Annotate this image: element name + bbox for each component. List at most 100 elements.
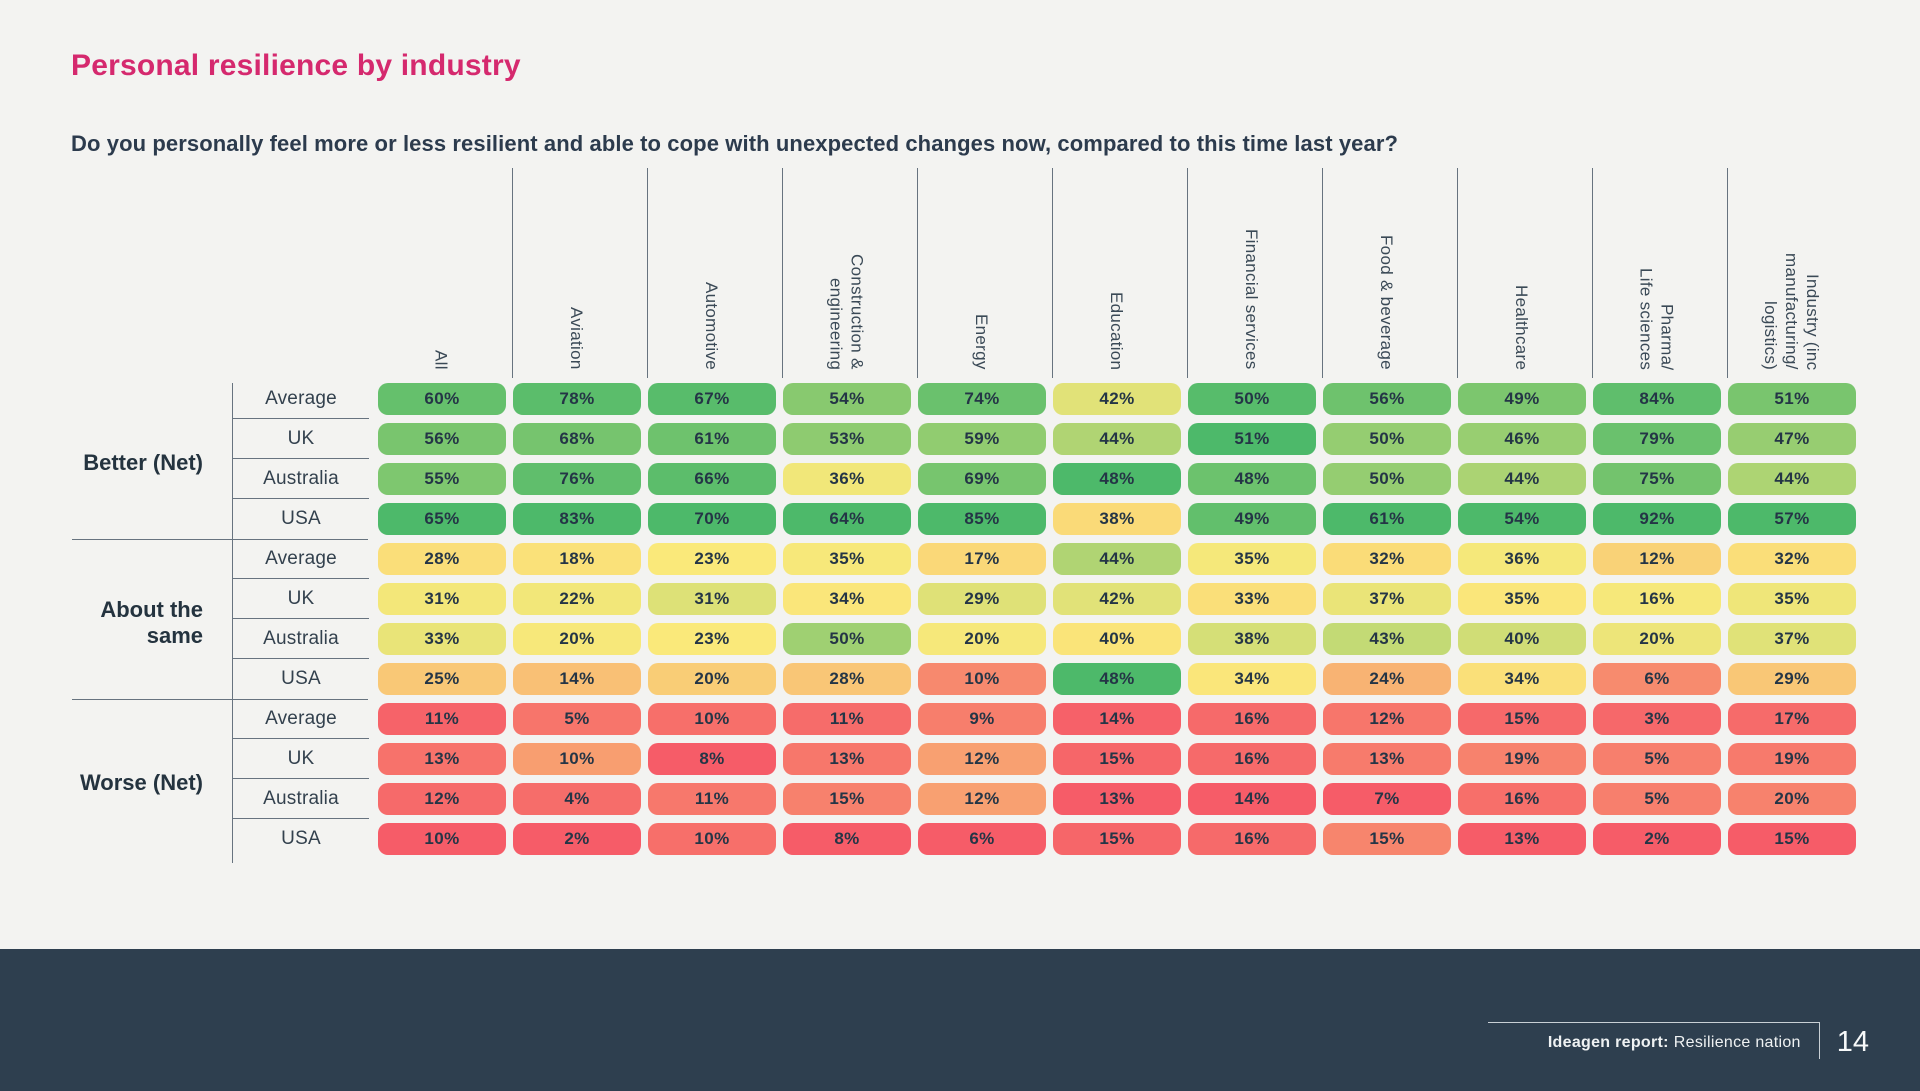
- heatmap-cell: 53%: [783, 423, 911, 455]
- heatmap-cell: 35%: [1188, 543, 1316, 575]
- report-label: Ideagen report:: [1547, 1034, 1669, 1051]
- heatmap-cell: 33%: [1188, 583, 1316, 615]
- heatmap-cell: 19%: [1458, 743, 1586, 775]
- column-header-healthcare: Healthcare: [1457, 168, 1585, 378]
- heatmap-cell: 31%: [378, 583, 506, 615]
- heatmap-cell: 60%: [378, 383, 506, 415]
- table-row-average: Average 60% 78% 67% 54% 74% 42% 50% 56% 49% 84% 51%: [233, 383, 1856, 423]
- heatmap-cell: 29%: [1728, 663, 1856, 695]
- row-label: UK: [233, 743, 369, 779]
- heatmap-cell: 13%: [1323, 743, 1451, 775]
- heatmap-cell: 16%: [1188, 823, 1316, 855]
- heatmap-cell: 5%: [513, 703, 641, 735]
- heatmap-cell: 28%: [783, 663, 911, 695]
- heatmap-cell: 92%: [1593, 503, 1721, 535]
- heatmap-cell: 17%: [1728, 703, 1856, 735]
- heatmap-cell: 54%: [783, 383, 911, 415]
- heatmap-cell: 65%: [378, 503, 506, 535]
- heatmap-cell: 42%: [1053, 583, 1181, 615]
- report-name: Ideagen report: Resilience nation: [1487, 1022, 1819, 1059]
- heatmap-cell: 67%: [648, 383, 776, 415]
- heatmap-cell: 37%: [1323, 583, 1451, 615]
- page-title: Personal resilience by industry: [71, 49, 521, 82]
- heatmap-cell: 12%: [1323, 703, 1451, 735]
- row-group-better-net: Better (Net) Average 60% 78% 67% 54% 74% 42% 50%…: [72, 383, 1862, 543]
- row-label: Australia: [233, 783, 369, 819]
- table-row-uk: UK 13% 10% 8% 13% 12% 15% 16% 13% 19% 5% 19%: [233, 743, 1856, 783]
- footer-tag: Ideagen report: Resilience nation 14: [1487, 1022, 1871, 1059]
- heatmap-cell: 6%: [918, 823, 1046, 855]
- heatmap-cell: 10%: [648, 823, 776, 855]
- heatmap-cell: 20%: [1728, 783, 1856, 815]
- heatmap-cell: 46%: [1458, 423, 1586, 455]
- group-rows: Average 60% 78% 67% 54% 74% 42% 50% 56% 49% 84% 51%…: [232, 383, 1856, 543]
- table-row-average: Average 11% 5% 10% 11% 9% 14% 16% 12% 15% 3% 17%: [233, 703, 1856, 743]
- heatmap-cell: 85%: [918, 503, 1046, 535]
- column-header-label: Healthcare: [1512, 284, 1531, 370]
- heatmap-cell: 66%: [648, 463, 776, 495]
- row-label: UK: [233, 583, 369, 619]
- column-header-food-beverage: Food & beverage: [1322, 168, 1450, 378]
- heatmap-cell: 15%: [1323, 823, 1451, 855]
- table-row-usa: USA 25% 14% 20% 28% 10% 48% 34% 24% 34% 6% 29%: [233, 663, 1856, 703]
- row-label: USA: [281, 508, 321, 529]
- column-header-label: Education: [1107, 291, 1126, 370]
- heatmap-cell: 44%: [1458, 463, 1586, 495]
- row-label: USA: [281, 668, 321, 689]
- heatmap-cell: 4%: [513, 783, 641, 815]
- column-header-label: Pharma/ Life sciences: [1636, 267, 1677, 370]
- heatmap-cell: 68%: [513, 423, 641, 455]
- row-label: Average: [233, 383, 369, 419]
- column-header-label: Food & beverage: [1377, 235, 1396, 370]
- heatmap-cell: 12%: [1593, 543, 1721, 575]
- row-label: UK: [233, 423, 369, 459]
- heatmap-cell: 19%: [1728, 743, 1856, 775]
- heatmap-cell: 29%: [918, 583, 1046, 615]
- row-label: Average: [233, 703, 369, 739]
- heatmap-cell: 24%: [1323, 663, 1451, 695]
- heatmap-cell: 13%: [783, 743, 911, 775]
- resilience-heatmap: All Aviation Automotive Construction & engi…: [72, 168, 1862, 863]
- heatmap-cell: 6%: [1593, 663, 1721, 695]
- group-label: Better (Net): [83, 449, 203, 475]
- heatmap-cell: 10%: [513, 743, 641, 775]
- heatmap-cell: 76%: [513, 463, 641, 495]
- heatmap-cell: 50%: [1188, 383, 1316, 415]
- column-header-financial-services: Financial services: [1187, 168, 1315, 378]
- heatmap-cell: 35%: [1728, 583, 1856, 615]
- heatmap-cell: 14%: [1188, 783, 1316, 815]
- heatmap-cell: 25%: [378, 663, 506, 695]
- heatmap-cell: 32%: [1728, 543, 1856, 575]
- heatmap-cell: 7%: [1323, 783, 1451, 815]
- table-row-usa: USA 10% 2% 10% 8% 6% 15% 16% 15% 13% 2% 15%: [233, 823, 1856, 863]
- heatmap-cell: 3%: [1593, 703, 1721, 735]
- column-header-education: Education: [1052, 168, 1180, 378]
- row-group-worse-net: Worse (Net) Average 11% 5% 10% 11% 9% 14% 16% 12%…: [72, 699, 1862, 863]
- column-header-industry-inc: Industry (inc manufacturing/ logistics): [1727, 168, 1855, 378]
- column-header-label: All: [431, 350, 451, 370]
- heatmap-cell: 34%: [783, 583, 911, 615]
- heatmap-cell: 48%: [1053, 663, 1181, 695]
- heatmap-cell: 59%: [918, 423, 1046, 455]
- group-label: Worse (Net): [79, 769, 203, 795]
- column-header-row: All Aviation Automotive Construction & engi…: [377, 168, 1862, 378]
- row-label: Australia: [233, 463, 369, 499]
- heatmap-cell: 16%: [1188, 743, 1316, 775]
- heatmap-cell: 48%: [1053, 463, 1181, 495]
- heatmap-cell: 22%: [513, 583, 641, 615]
- table-row-uk: UK 31% 22% 31% 34% 29% 42% 33% 37% 35% 16% 35%: [233, 583, 1856, 623]
- heatmap-cell: 33%: [378, 623, 506, 655]
- column-header-construction: Construction & engineering: [782, 168, 910, 378]
- heatmap-cell: 15%: [1053, 823, 1181, 855]
- heatmap-cell: 12%: [918, 743, 1046, 775]
- heatmap-body: Better (Net) Average 60% 78% 67% 54% 74% 42% 50%…: [72, 378, 1862, 863]
- column-header-label: Industry (inc manufacturing/ logistics): [1761, 253, 1822, 370]
- heatmap-cell: 11%: [648, 783, 776, 815]
- heatmap-cell: 84%: [1593, 383, 1721, 415]
- group-rows: Average 11% 5% 10% 11% 9% 14% 16% 12% 15% 3% 17% UK 1…: [232, 703, 1856, 863]
- column-header-label: Automotive: [702, 281, 721, 370]
- row-label: Australia: [233, 623, 369, 659]
- table-row-uk: UK 56% 68% 61% 53% 59% 44% 51% 50% 46% 79% 47%: [233, 423, 1856, 463]
- heatmap-cell: 2%: [513, 823, 641, 855]
- heatmap-cell: 42%: [1053, 383, 1181, 415]
